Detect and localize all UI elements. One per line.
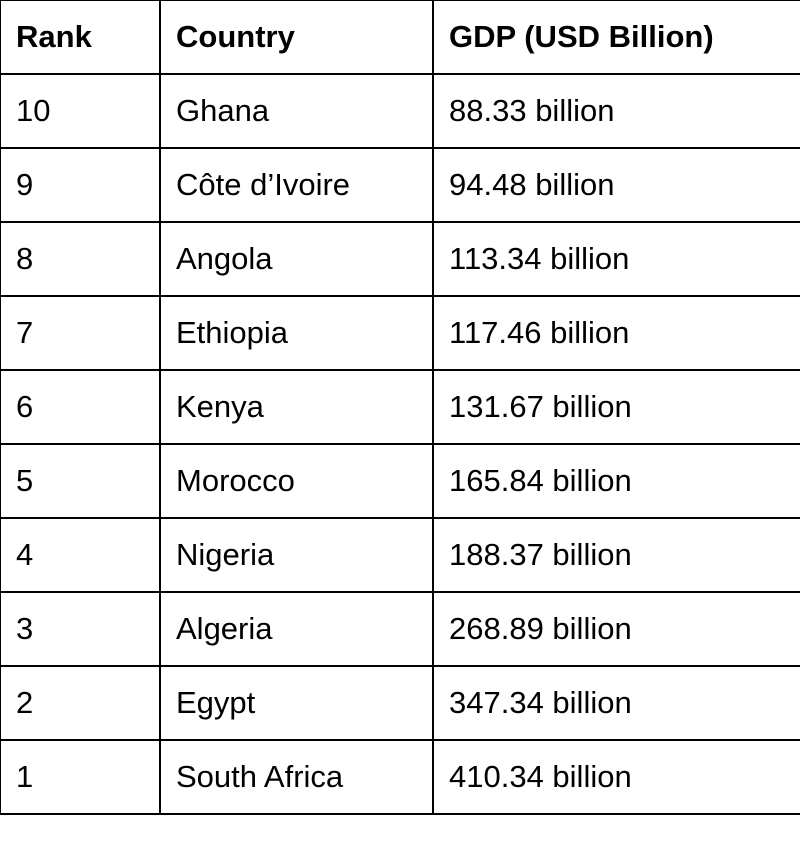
header-row: Rank Country GDP (USD Billion) bbox=[0, 0, 800, 75]
country-cell: Morocco bbox=[159, 443, 434, 519]
table-row: 1 South Africa 410.34 billion bbox=[0, 739, 800, 815]
table-row: 2 Egypt 347.34 billion bbox=[0, 665, 800, 741]
table-row: 8 Angola 113.34 billion bbox=[0, 221, 800, 297]
rank-cell: 6 bbox=[0, 369, 161, 445]
gdp-cell: 165.84 billion bbox=[432, 443, 800, 519]
country-cell: Egypt bbox=[159, 665, 434, 741]
table-row: 6 Kenya 131.67 billion bbox=[0, 369, 800, 445]
table-row: 7 Ethiopia 117.46 billion bbox=[0, 295, 800, 371]
country-cell: Ghana bbox=[159, 73, 434, 149]
rank-cell: 1 bbox=[0, 739, 161, 815]
table-header: Rank Country GDP (USD Billion) bbox=[0, 0, 800, 75]
table-body: 10 Ghana 88.33 billion 9 Côte d’Ivoire 9… bbox=[0, 73, 800, 815]
country-cell: Ethiopia bbox=[159, 295, 434, 371]
gdp-ranking-table: Rank Country GDP (USD Billion) 10 Ghana … bbox=[0, 0, 800, 815]
country-cell: South Africa bbox=[159, 739, 434, 815]
country-cell: Angola bbox=[159, 221, 434, 297]
rank-cell: 2 bbox=[0, 665, 161, 741]
table-row: 3 Algeria 268.89 billion bbox=[0, 591, 800, 667]
rank-cell: 8 bbox=[0, 221, 161, 297]
country-column-header: Country bbox=[159, 0, 434, 75]
table-row: 4 Nigeria 188.37 billion bbox=[0, 517, 800, 593]
rank-column-header: Rank bbox=[0, 0, 161, 75]
rank-cell: 3 bbox=[0, 591, 161, 667]
rank-cell: 5 bbox=[0, 443, 161, 519]
country-cell: Algeria bbox=[159, 591, 434, 667]
rank-cell: 7 bbox=[0, 295, 161, 371]
country-cell: Nigeria bbox=[159, 517, 434, 593]
rank-cell: 9 bbox=[0, 147, 161, 223]
gdp-cell: 268.89 billion bbox=[432, 591, 800, 667]
gdp-cell: 347.34 billion bbox=[432, 665, 800, 741]
table-row: 10 Ghana 88.33 billion bbox=[0, 73, 800, 149]
gdp-cell: 117.46 billion bbox=[432, 295, 800, 371]
country-cell: Côte d’Ivoire bbox=[159, 147, 434, 223]
gdp-cell: 410.34 billion bbox=[432, 739, 800, 815]
gdp-cell: 88.33 billion bbox=[432, 73, 800, 149]
country-cell: Kenya bbox=[159, 369, 434, 445]
gdp-cell: 131.67 billion bbox=[432, 369, 800, 445]
table-row: 5 Morocco 165.84 billion bbox=[0, 443, 800, 519]
gdp-cell: 113.34 billion bbox=[432, 221, 800, 297]
gdp-column-header: GDP (USD Billion) bbox=[432, 0, 800, 75]
rank-cell: 10 bbox=[0, 73, 161, 149]
rank-cell: 4 bbox=[0, 517, 161, 593]
gdp-cell: 94.48 billion bbox=[432, 147, 800, 223]
gdp-cell: 188.37 billion bbox=[432, 517, 800, 593]
table-row: 9 Côte d’Ivoire 94.48 billion bbox=[0, 147, 800, 223]
